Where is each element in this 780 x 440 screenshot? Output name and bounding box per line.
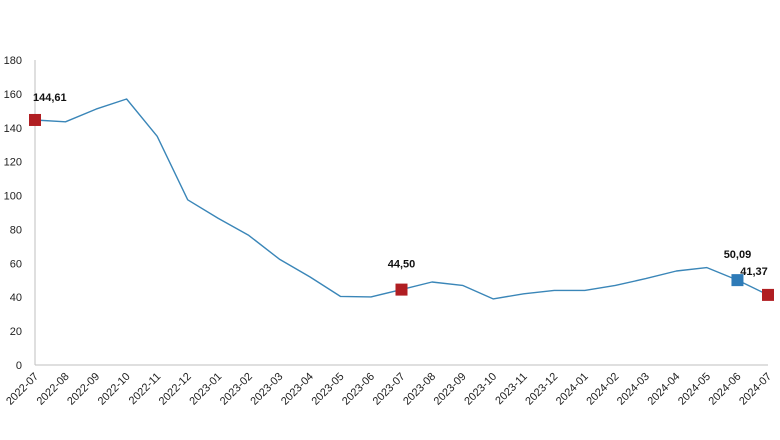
y-tick-label: 60 [10,258,22,270]
x-tick-label: 2023-10 [462,371,499,408]
x-tick-label: 2023-05 [310,371,347,408]
x-tick-label: 2024-03 [615,371,652,408]
data-point-marker [731,274,744,287]
x-tick-label: 2024-06 [707,371,744,408]
y-tick-label: 160 [4,89,22,101]
data-point-marker [29,113,41,126]
markers: 144,61 44,50 50,09 41,37 [29,92,774,301]
x-tick-label: 2023-07 [371,371,408,408]
y-tick-label: 180 [4,55,22,67]
x-tick-label: 2022-12 [157,371,194,408]
y-tick-label: 140 [4,123,22,135]
x-tick-label: 2023-04 [279,371,316,408]
x-tick-label: 2023-02 [218,371,255,408]
x-tick-label: 2024-01 [554,371,591,408]
x-tick-label: 2023-09 [432,371,469,408]
x-tick-label: 2023-08 [401,371,438,408]
x-tick-label: 2023-11 [493,371,529,407]
x-tick-label: 2022-11 [127,371,163,407]
x-tick-label: 2023-12 [523,371,560,408]
x-tick-label: 2024-04 [645,371,682,408]
y-tick-label: 0 [16,360,22,372]
data-label: 44,50 [388,259,416,271]
x-tick-label: 2023-03 [248,371,285,408]
data-label: 41,37 [740,266,768,278]
x-tick-label: 2022-07 [4,371,41,408]
data-label: 144,61 [33,92,67,104]
y-tick-label: 40 [10,292,22,304]
y-tick-label: 100 [4,191,22,203]
x-tick-label: 2024-05 [676,371,713,408]
data-point-marker [762,288,774,301]
x-tick-label: 2023-06 [340,371,377,408]
data-point-marker [395,283,408,296]
x-tick-label: 2024-07 [737,371,774,408]
x-tick-label: 2022-09 [65,371,102,408]
x-tick-label: 2024-02 [584,371,621,408]
x-axis: 2022-072022-082022-092022-102022-112022-… [4,364,774,408]
y-tick-label: 120 [4,157,22,169]
x-tick-label: 2022-08 [35,371,72,408]
x-tick-label: 2023-01 [187,371,224,408]
x-tick-label: 2022-10 [96,371,133,408]
y-axis: 0 20 40 60 80 100 120 140 160 180 [4,55,36,372]
data-label: 50,09 [724,249,752,261]
y-tick-label: 80 [10,224,22,236]
y-tick-label: 20 [10,326,22,338]
